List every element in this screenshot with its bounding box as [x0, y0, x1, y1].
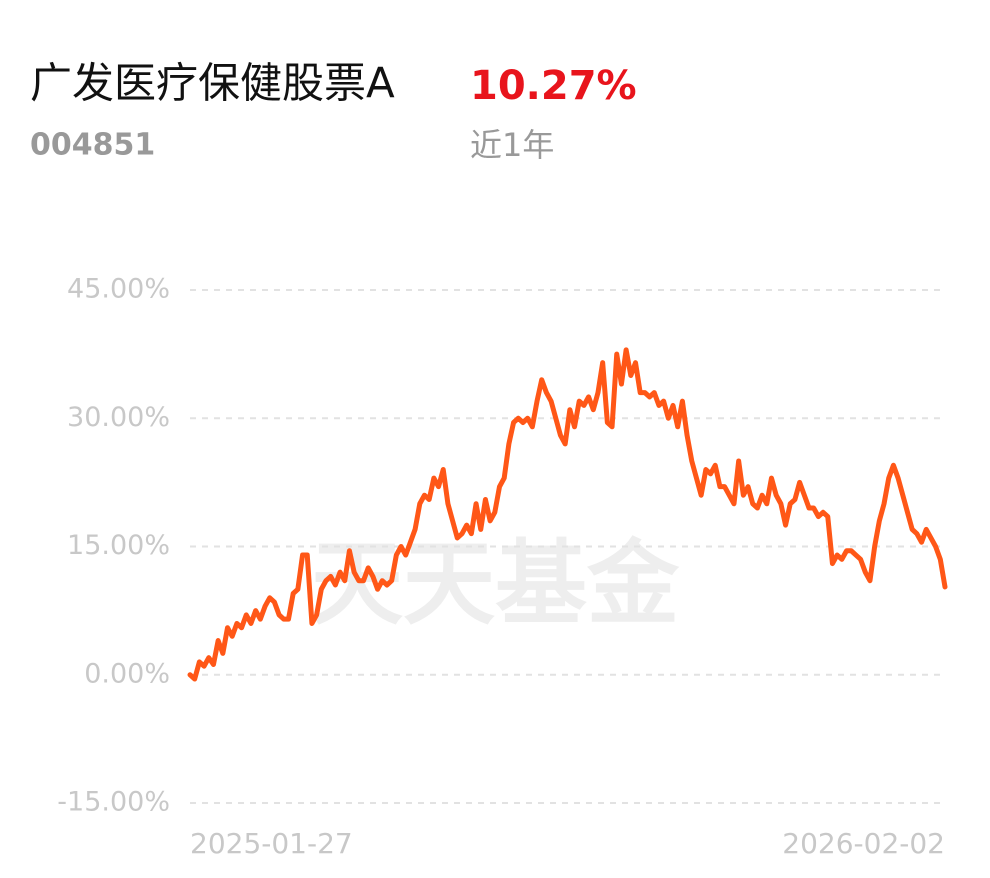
line-series	[187, 347, 948, 682]
y-tick-label: -15.00%	[57, 787, 170, 818]
x-tick-label: 2025-01-27	[190, 827, 353, 860]
period: 近1年	[470, 126, 554, 164]
watermark: 天天基金	[311, 530, 680, 637]
return-value: 10.27%	[470, 63, 637, 109]
fund-code: 004851	[30, 128, 155, 163]
y-tick-label: 15.00%	[67, 530, 170, 561]
fund-title: 广发医疗保健股票A	[30, 59, 395, 108]
y-tick-label: 0.00%	[84, 658, 170, 689]
y-tick-label: 45.00%	[67, 274, 170, 305]
y-tick-label: 30.00%	[67, 402, 170, 433]
x-tick-label: 2026-02-02	[782, 827, 945, 860]
